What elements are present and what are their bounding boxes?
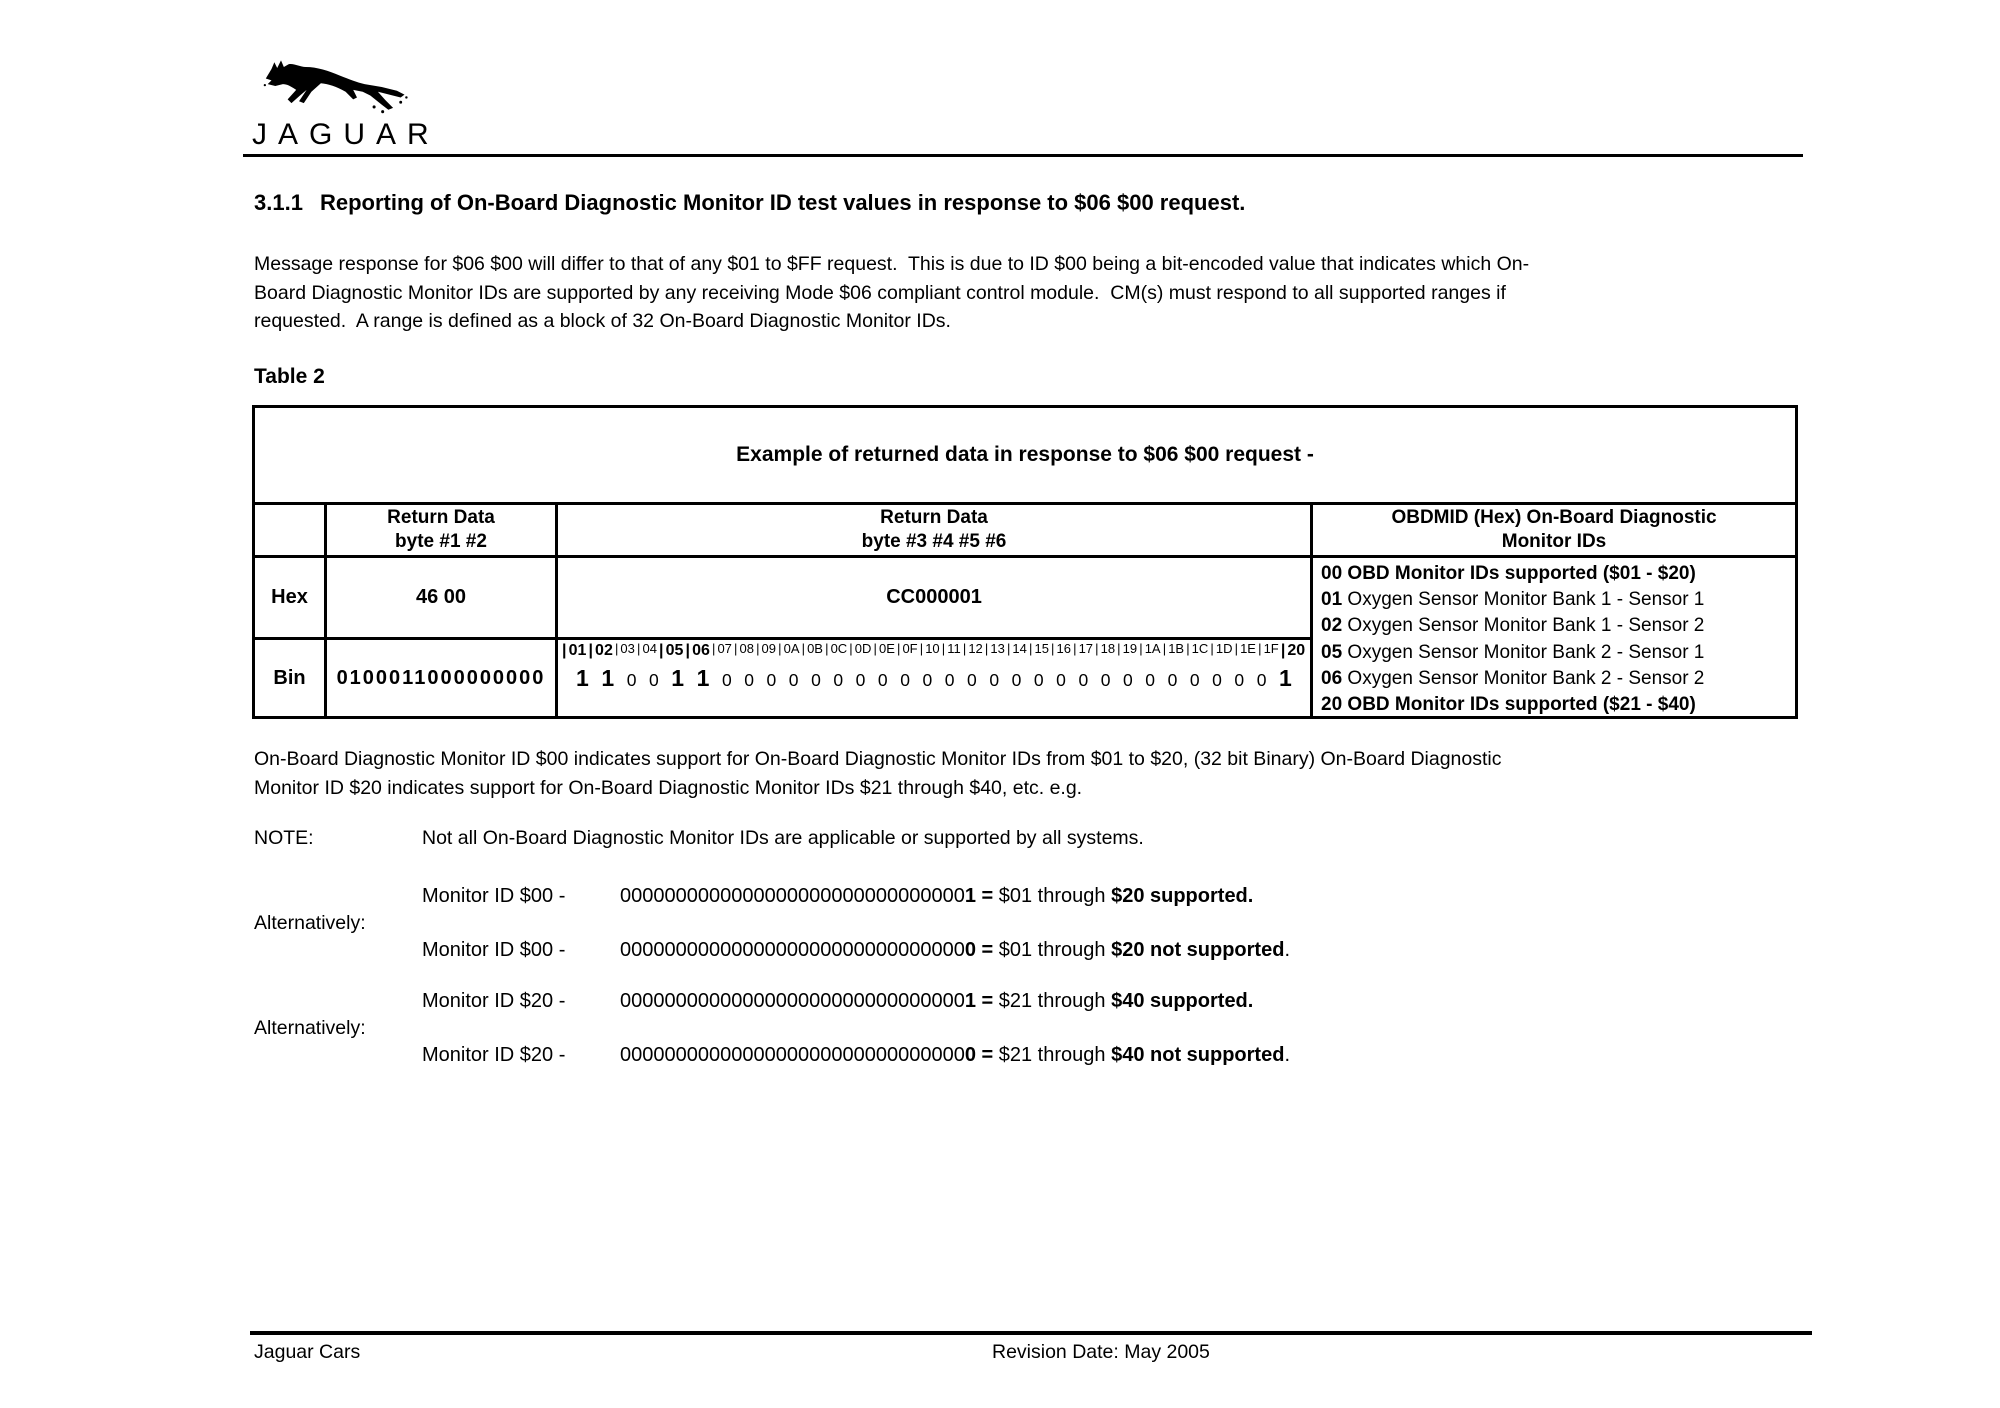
hex-byte12-value: 46 00 (324, 558, 555, 640)
alternatively-label: Alternatively: (254, 1017, 366, 1039)
footer-company: Jaguar Cars (254, 1341, 361, 1363)
obdmid-item: 00 OBD Monitor IDs supported ($01 - $20) (1321, 563, 1696, 584)
monitor-line: Monitor ID $00 - 00000000000000000000000… (422, 885, 1254, 907)
monitor-line: Monitor ID $20 - 00000000000000000000000… (422, 990, 1254, 1012)
table-grid: Return Data byte #1 #2 Return Data byte … (255, 505, 1795, 716)
obdmid-item: 06 Oxygen Sensor Monitor Bank 2 - Sensor… (1321, 667, 1705, 689)
obdmid-item: 05 Oxygen Sensor Monitor Bank 2 - Sensor… (1321, 641, 1705, 663)
note-text: Not all On-Board Diagnostic Monitor IDs … (422, 827, 1144, 849)
monitor-line: Monitor ID $20 - 00000000000000000000000… (422, 1044, 1290, 1066)
bin-byte12-value: 0100011000000000 (324, 640, 555, 716)
obdmid-item: 20 OBD Monitor IDs supported ($21 - $40) (1321, 694, 1696, 716)
jaguar-leaper-icon (263, 60, 408, 114)
bin-byte3456-cell: | 01 | 02 | 03 | 04 | 05 | 06 | 07 | 08 | 09 | 0A | 0B | 0C | 0D |… (555, 640, 1310, 716)
obdmid-item: 02 Oxygen Sensor Monitor Bank 1 - Sensor… (1321, 615, 1705, 637)
section-number: 3.1.1 (254, 190, 303, 215)
jaguar-wordmark: JAGUAR (252, 118, 440, 151)
table-caption: Table 2 (254, 365, 325, 388)
footer-divider (250, 1331, 1812, 1335)
note-label: NOTE: (254, 827, 314, 849)
footer-revision-date: Revision Date: May 2005 (992, 1341, 1210, 1363)
column-header-obdmid: OBDMID (Hex) On-Board Diagnostic Monitor… (1310, 505, 1795, 558)
column-header-byte3456: Return Data byte #3 #4 #5 #6 (555, 505, 1310, 558)
after-table-paragraph: On-Board Diagnostic Monitor ID $00 indic… (254, 748, 1502, 799)
hex-byte3456-value: CC000001 (555, 558, 1310, 640)
row-label-hex: Hex (255, 558, 324, 640)
table-2: Example of returned data in response to … (252, 405, 1798, 719)
column-header-byte12: Return Data byte #1 #2 (324, 505, 555, 558)
obdmid-list: 00 OBD Monitor IDs supported ($01 - $20)… (1310, 558, 1795, 716)
column-header-empty (255, 505, 324, 558)
section-title: Reporting of On-Board Diagnostic Monitor… (320, 190, 1246, 215)
monitor-line: Monitor ID $00 - 00000000000000000000000… (422, 939, 1290, 961)
header-divider (243, 154, 1803, 157)
bit-position-row: | 01 | 02 | 03 | 04 | 05 | 06 | 07 | 08 | 09 | 0A | 0B | 0C | 0D |… (562, 641, 1306, 659)
alternatively-label: Alternatively: (254, 912, 366, 934)
table-title: Example of returned data in response to … (255, 408, 1795, 505)
obdmid-item: 01 Oxygen Sensor Monitor Bank 1 - Sensor… (1321, 589, 1705, 611)
intro-paragraph: Message response for $06 $00 will differ… (254, 253, 1530, 332)
section-heading: 3.1.1 Reporting of On-Board Diagnostic Mo… (254, 190, 1245, 216)
row-label-bin: Bin (273, 666, 306, 689)
